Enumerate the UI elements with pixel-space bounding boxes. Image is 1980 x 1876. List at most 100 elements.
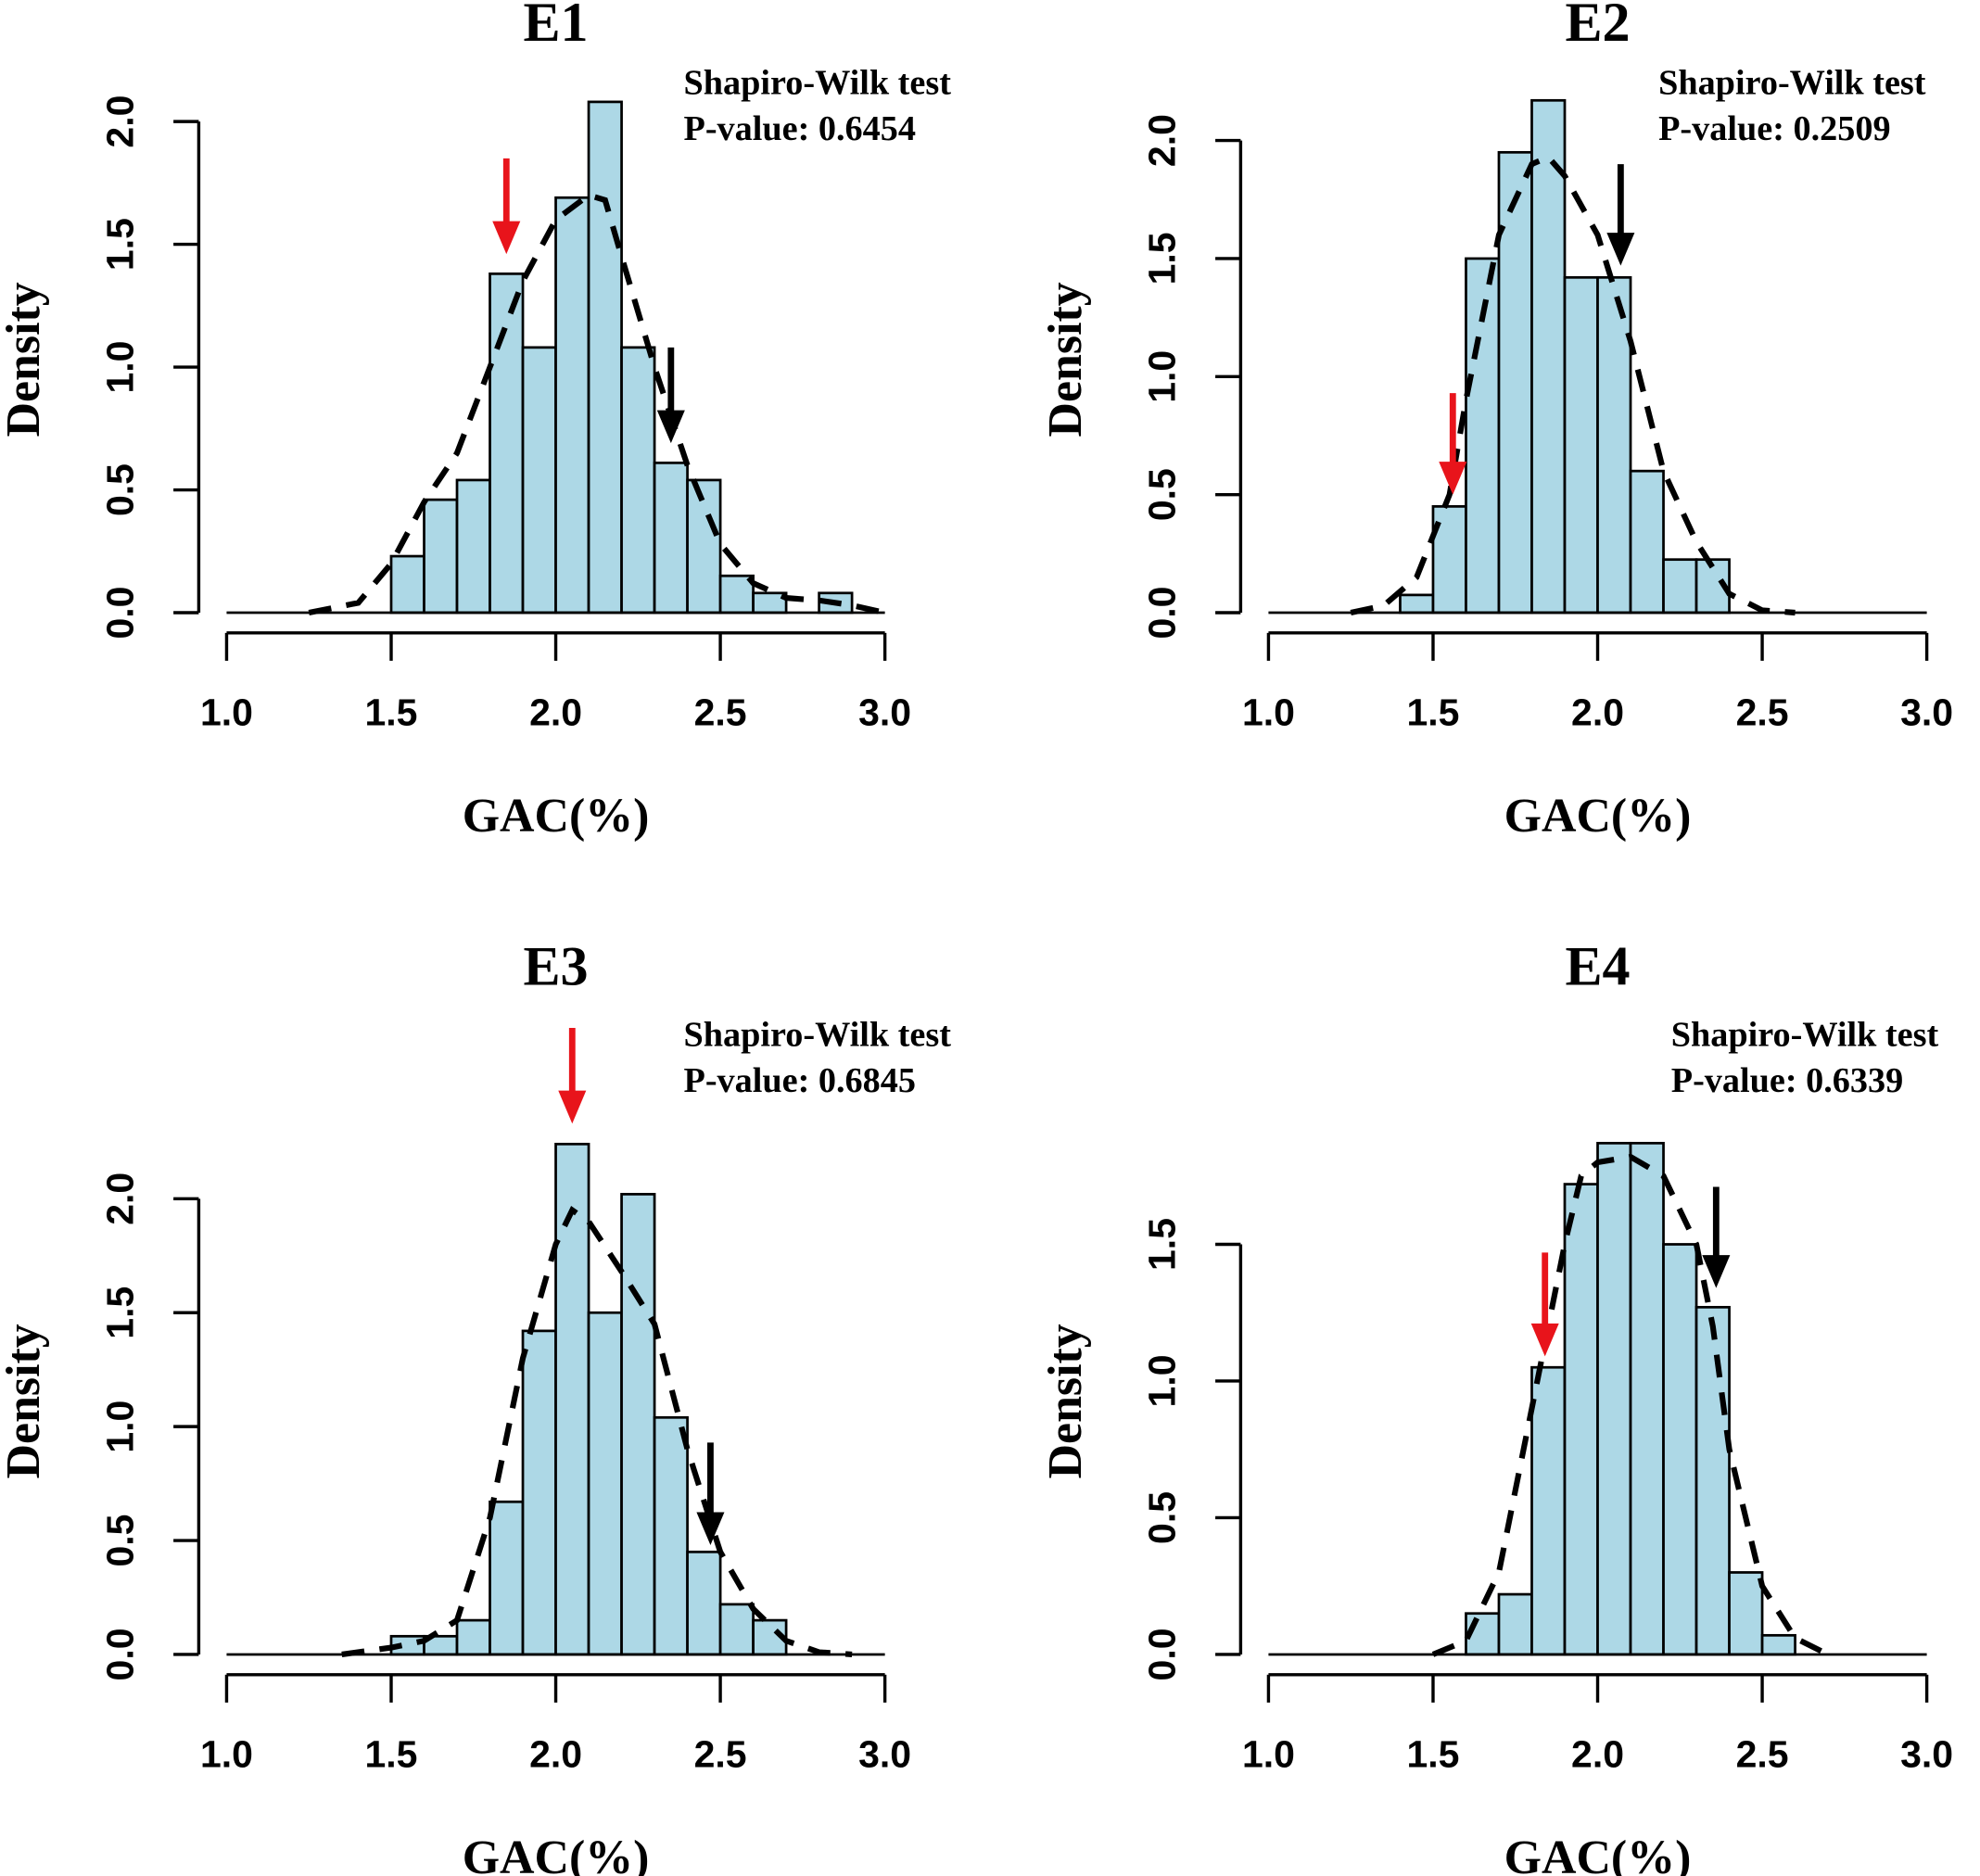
x-tick-label: 2.5 — [1736, 1732, 1789, 1775]
arrow-head — [696, 1512, 725, 1545]
x-tick-label: 2.5 — [694, 691, 747, 733]
y-tick-label: 1.0 — [1140, 1355, 1183, 1408]
histogram-bar — [1662, 1243, 1698, 1656]
arrow-head — [1702, 1255, 1731, 1288]
y-tick-label: 2.0 — [98, 95, 141, 148]
arrow — [492, 158, 521, 255]
y-tick-label: 0.5 — [98, 1515, 141, 1567]
annotation: Shapiro-Wilk test — [1658, 64, 1926, 103]
x-tick-label: 2.0 — [1571, 691, 1624, 733]
annotation: Shapiro-Wilk test — [1671, 1016, 1939, 1055]
x-tick-label: 1.5 — [365, 691, 418, 733]
histogram-bar — [455, 1618, 491, 1656]
histogram-bar — [1399, 593, 1435, 615]
x-tick-label: 2.0 — [529, 691, 582, 733]
arrow-head — [656, 410, 685, 444]
histogram-bar — [1662, 558, 1698, 615]
annotation: P-value: 0.6454 — [683, 109, 916, 148]
histogram-bar — [389, 554, 425, 615]
histogram-bar — [752, 591, 788, 615]
y-tick-label: 1.5 — [98, 1287, 141, 1339]
arrow — [1530, 1252, 1559, 1357]
histogram-bar — [1563, 275, 1599, 615]
panel: E3 Shapiro-Wilk test P-value: 0.6845 1.0 1.5… — [0, 935, 951, 1876]
y-tick-label: 0.0 — [98, 1628, 141, 1680]
panel-title: E4 — [1565, 935, 1630, 997]
x-tick-label: 2.0 — [529, 1732, 582, 1775]
histogram-bar — [489, 1500, 525, 1656]
arrow-head — [1439, 462, 1467, 495]
y-tick-label: 1.5 — [1140, 232, 1183, 285]
x-tick-label: 3.0 — [858, 1732, 911, 1775]
annotation: P-value: 0.6339 — [1671, 1061, 1904, 1100]
y-tick-label: 2.0 — [98, 1172, 141, 1225]
histogram-bar — [1629, 469, 1665, 615]
histogram-bar — [1497, 1592, 1533, 1656]
arrow — [1702, 1186, 1731, 1288]
y-axis-label: Density — [0, 282, 50, 437]
panel: E4 Shapiro-Wilk test P-value: 0.6339 1.0 1.5… — [1039, 935, 1953, 1876]
histogram-bar — [1530, 1365, 1567, 1656]
histogram-bar — [423, 498, 459, 615]
panel-title: E2 — [1565, 0, 1630, 53]
histogram-bar — [587, 1311, 623, 1656]
histogram-bar — [1728, 1571, 1764, 1656]
y-axis-label: Density — [1039, 1324, 1092, 1478]
histogram-bar — [1596, 1141, 1632, 1656]
arrow-head — [1530, 1323, 1559, 1357]
histogram-bar — [1596, 275, 1632, 615]
histogram-bar — [1760, 1633, 1796, 1656]
arrow — [656, 347, 685, 444]
histogram-bar — [718, 1603, 755, 1656]
annotation: Shapiro-Wilk test — [683, 64, 951, 103]
x-axis-label: GAC(%) — [463, 790, 650, 843]
histogram-bar — [1497, 150, 1533, 615]
histogram-bar — [489, 273, 525, 615]
histogram-bar — [521, 1329, 557, 1656]
y-tick-label: 1.5 — [98, 218, 141, 271]
x-tick-label: 2.0 — [1571, 1732, 1624, 1775]
histogram-bar — [1629, 1141, 1665, 1656]
histogram-bar — [653, 462, 689, 615]
x-tick-label: 1.5 — [365, 1732, 418, 1775]
histogram-bar — [554, 196, 590, 615]
x-tick-label: 3.0 — [858, 691, 911, 733]
panel: E2 Shapiro-Wilk test P-value: 0.2509 1.0 1.5… — [1039, 0, 1953, 843]
arrow — [1439, 393, 1467, 495]
arrow-head — [1606, 233, 1635, 266]
y-tick-label: 0.0 — [98, 587, 141, 640]
x-tick-label: 3.0 — [1900, 1732, 1953, 1775]
y-tick-label: 1.5 — [1140, 1218, 1183, 1271]
x-axis-label: GAC(%) — [463, 1832, 650, 1876]
x-axis-label: GAC(%) — [1504, 790, 1692, 843]
y-tick-label: 0.0 — [1140, 1628, 1183, 1680]
y-tick-label: 1.0 — [98, 1401, 141, 1453]
arrow — [1606, 164, 1635, 266]
x-tick-label: 3.0 — [1900, 691, 1953, 733]
y-tick-label: 1.0 — [1140, 350, 1183, 403]
x-tick-label: 1.5 — [1406, 691, 1459, 733]
histogram-bar — [653, 1415, 689, 1656]
x-tick-label: 2.5 — [1736, 691, 1789, 733]
density-curve — [308, 192, 886, 616]
x-tick-label: 1.5 — [1406, 1732, 1459, 1775]
arrow-head — [492, 221, 521, 255]
y-tick-label: 0.5 — [1140, 1491, 1183, 1544]
y-tick-label: 2.0 — [1140, 114, 1183, 167]
histogram-bar — [1530, 98, 1567, 615]
annotation: P-value: 0.6845 — [683, 1061, 916, 1100]
density-curve — [1350, 153, 1796, 616]
y-tick-label: 0.0 — [1140, 587, 1183, 640]
histogram-bar — [686, 478, 722, 615]
histogram-bar — [1694, 1305, 1731, 1656]
histogram-bar — [587, 100, 623, 615]
y-axis-label: Density — [0, 1324, 50, 1478]
histogram-bar — [554, 1142, 590, 1656]
annotation: Shapiro-Wilk test — [683, 1016, 951, 1055]
density-curve — [341, 1206, 853, 1658]
y-tick-label: 0.5 — [1140, 468, 1183, 521]
histogram-bar — [1563, 1183, 1599, 1656]
y-tick-label: 1.0 — [98, 341, 141, 394]
